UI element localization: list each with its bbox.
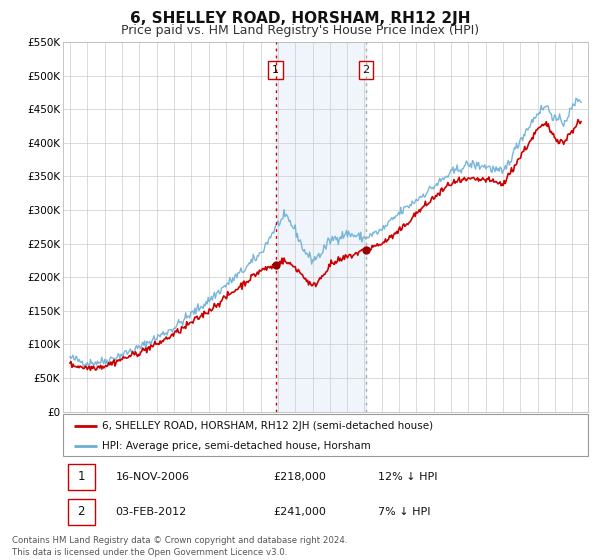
Text: 1: 1 (272, 65, 279, 75)
Text: 2: 2 (362, 65, 370, 75)
Text: 6, SHELLEY ROAD, HORSHAM, RH12 2JH (semi-detached house): 6, SHELLEY ROAD, HORSHAM, RH12 2JH (semi… (103, 421, 433, 431)
Text: 7% ↓ HPI: 7% ↓ HPI (378, 507, 431, 517)
FancyBboxPatch shape (68, 464, 95, 490)
Text: £218,000: £218,000 (273, 472, 326, 482)
Text: 6, SHELLEY ROAD, HORSHAM, RH12 2JH: 6, SHELLEY ROAD, HORSHAM, RH12 2JH (130, 11, 470, 26)
Text: £241,000: £241,000 (273, 507, 326, 517)
Text: 2: 2 (77, 505, 85, 519)
Text: 1: 1 (77, 470, 85, 483)
Text: Price paid vs. HM Land Registry's House Price Index (HPI): Price paid vs. HM Land Registry's House … (121, 24, 479, 36)
FancyBboxPatch shape (68, 498, 95, 525)
FancyBboxPatch shape (63, 414, 588, 456)
Text: 16-NOV-2006: 16-NOV-2006 (115, 472, 190, 482)
Bar (276, 42, 366, 412)
Text: 12% ↓ HPI: 12% ↓ HPI (378, 472, 437, 482)
Text: Contains HM Land Registry data © Crown copyright and database right 2024.
This d: Contains HM Land Registry data © Crown c… (12, 536, 347, 557)
Text: HPI: Average price, semi-detached house, Horsham: HPI: Average price, semi-detached house,… (103, 441, 371, 451)
Text: 03-FEB-2012: 03-FEB-2012 (115, 507, 187, 517)
